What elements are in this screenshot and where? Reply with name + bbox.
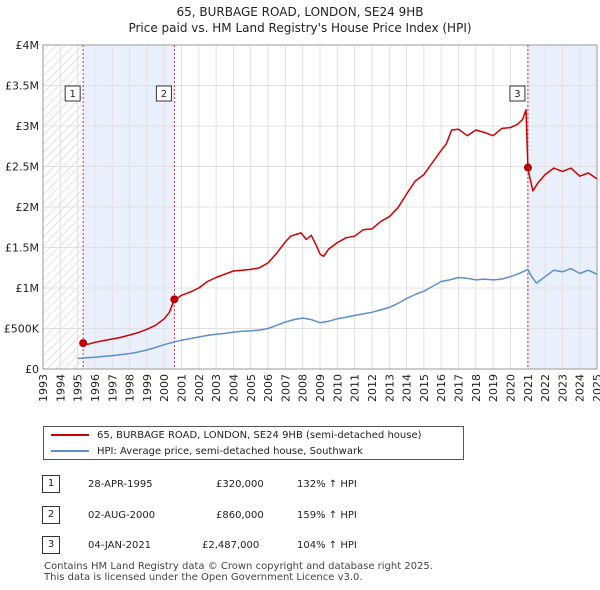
chart-legend: 65, BURBAGE ROAD, LONDON, SE24 9HB (semi…: [43, 426, 464, 460]
transaction-date: 28-APR-1995: [88, 479, 153, 490]
marker-box: [64, 85, 81, 102]
transaction-number: 2: [42, 506, 60, 524]
x-tick-label: 2008: [297, 374, 310, 402]
y-tick-label: £3M: [16, 120, 40, 133]
x-tick-label: 2004: [227, 374, 240, 402]
transaction-date: 04-JAN-2021: [88, 540, 152, 551]
x-tick-label: 2022: [539, 374, 552, 402]
series-line-hpi: [77, 267, 598, 360]
x-tick-label: 2010: [331, 374, 344, 402]
transaction-price: £2,487,000: [202, 540, 260, 551]
y-tick-label: £3.5M: [5, 80, 39, 93]
transaction-hpi: 132% ↑ HPI: [297, 479, 357, 490]
legend-label-property: 65, BURBAGE ROAD, LONDON, SE24 9HB (semi…: [97, 430, 422, 441]
footer-attribution: Contains HM Land Registry data © Crown c…: [44, 561, 433, 583]
legend-swatch-property: [51, 434, 89, 436]
x-tick-label: 2020: [504, 374, 517, 402]
y-tick-label: £2M: [16, 201, 40, 214]
x-tick-label: 2011: [349, 374, 362, 402]
x-tick-label: 2005: [245, 374, 258, 402]
transaction-hpi: 104% ↑ HPI: [297, 540, 357, 551]
marker-label: 3: [514, 89, 520, 100]
x-tick-label: 2012: [366, 374, 379, 402]
y-tick-label: £2.5M: [5, 161, 39, 174]
x-tick-label: 2017: [453, 374, 466, 402]
y-tick-label: £1M: [16, 282, 40, 295]
x-tick-label: 2016: [435, 374, 448, 402]
x-tick-label: 2014: [401, 374, 414, 402]
transaction-date: 02-AUG-2000: [88, 510, 156, 521]
marker-label: 2: [161, 89, 167, 100]
transaction-number: 3: [42, 536, 60, 554]
x-tick-label: 1993: [37, 374, 50, 402]
legend-label-hpi: HPI: Average price, semi-detached house,…: [97, 446, 363, 457]
x-tick-label: 2001: [176, 374, 189, 402]
marker-label: 1: [69, 89, 75, 100]
y-tick-label: £0: [25, 363, 39, 376]
plot-frame: [42, 44, 598, 370]
x-tick-label: 2018: [470, 374, 483, 402]
sale-point: [170, 295, 179, 304]
transaction-hpi: 159% ↑ HPI: [297, 510, 357, 521]
price-chart: £0 £500K £1M £1.5M £2M £2.5M £3M £3.5M £4M 1993 19…: [4, 39, 600, 402]
x-tick-label: 1999: [141, 374, 154, 402]
marker-box: [155, 85, 172, 102]
x-tick-label: 1996: [89, 374, 102, 402]
y-tick-label: £4M: [16, 39, 40, 52]
transaction-number: 1: [42, 475, 60, 493]
marker-box: [509, 85, 526, 102]
sale-point: [79, 339, 88, 348]
x-tick-label: 2024: [574, 374, 587, 402]
x-tick-label: 2003: [210, 374, 223, 402]
legend-swatch-hpi: [51, 450, 89, 452]
legend-item-property: 65, BURBAGE ROAD, LONDON, SE24 9HB (semi…: [51, 429, 422, 443]
x-tick-label: 2021: [522, 374, 535, 402]
sale-point: [523, 163, 532, 172]
x-tick-label: 1995: [72, 374, 85, 402]
x-tick-label: 2007: [279, 374, 292, 402]
x-tick-label: 2023: [556, 374, 569, 402]
chart-subtitle: Price paid vs. HM Land Registry's House …: [128, 21, 472, 35]
transaction-price: £320,000: [216, 479, 264, 490]
x-tick-label: 2015: [418, 374, 431, 402]
x-tick-label: 1997: [106, 374, 119, 402]
legend-item-hpi: HPI: Average price, semi-detached house,…: [51, 445, 363, 459]
chart-title: 65, BURBAGE ROAD, LONDON, SE24 9HB: [176, 5, 424, 19]
x-tick-label: 1994: [54, 374, 67, 402]
x-tick-label: 2000: [158, 374, 171, 402]
x-tick-label: 1998: [124, 374, 137, 402]
y-tick-label: £500K: [4, 323, 40, 336]
x-tick-label: 2006: [262, 374, 275, 402]
x-tick-label: 2019: [487, 374, 500, 402]
x-tick-label: 2009: [314, 374, 327, 402]
y-tick-label: £1.5M: [5, 242, 39, 255]
x-tick-label: 2013: [383, 374, 396, 402]
x-tick-label: 2002: [193, 374, 206, 402]
x-tick-label: 2025: [591, 374, 600, 402]
transaction-price: £860,000: [216, 510, 264, 521]
